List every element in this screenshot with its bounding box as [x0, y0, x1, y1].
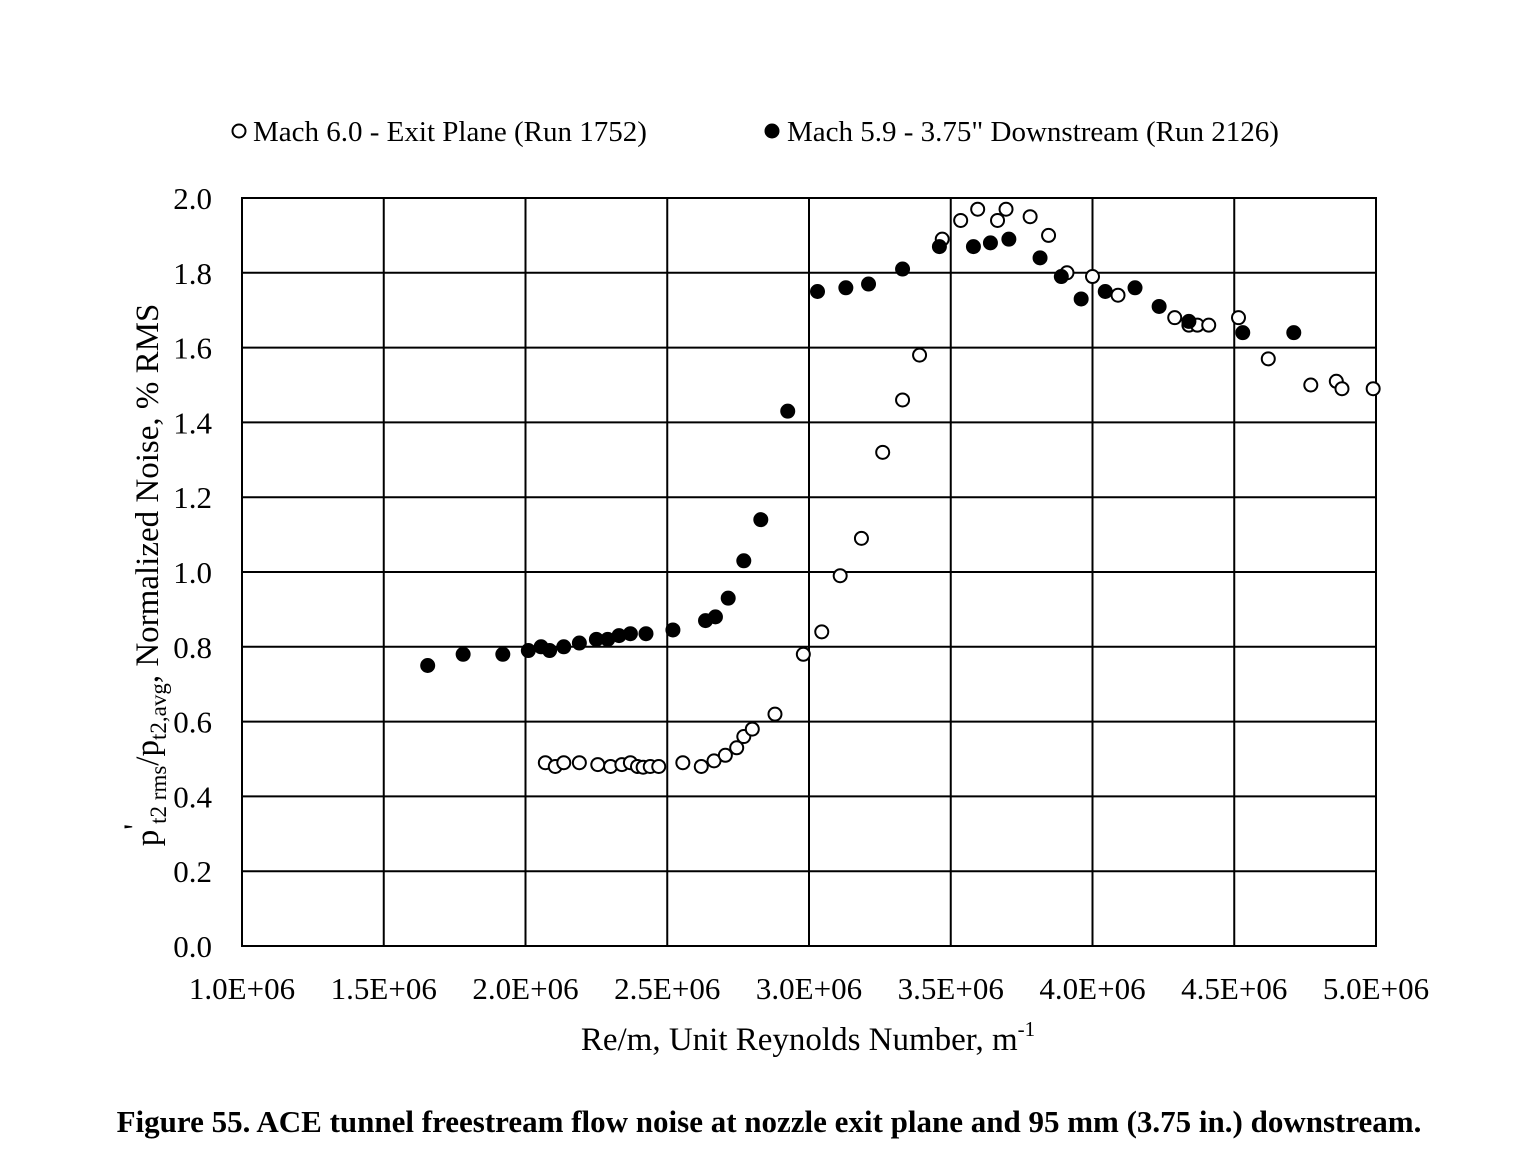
x-tick-label: 2.5E+06	[614, 971, 720, 1006]
x-tick-label: 3.0E+06	[756, 971, 862, 1006]
data-point-mach-6-0	[1201, 317, 1217, 333]
grid-lines	[241, 197, 1377, 947]
data-point-mach-6-0	[1085, 269, 1100, 285]
data-point-mach-6-0	[651, 758, 667, 774]
x-tick-label: 5.0E+06	[1323, 971, 1429, 1006]
data-point-mach-6-0	[875, 444, 891, 460]
data-points	[420, 201, 1381, 775]
data-point-mach-5-9	[861, 276, 877, 292]
data-point-mach-5-9	[895, 261, 911, 277]
data-point-mach-5-9	[1001, 231, 1017, 247]
y-tick-label: 1.4	[173, 405, 212, 440]
legend-marker-open	[231, 123, 247, 139]
data-point-mach-6-0	[970, 201, 986, 217]
data-point-mach-6-0	[1110, 287, 1126, 303]
data-point-mach-6-0	[912, 347, 928, 363]
data-point-mach-6-0	[953, 212, 969, 228]
x-tick-label: 4.0E+06	[1039, 971, 1145, 1006]
data-point-mach-5-9	[1235, 325, 1251, 341]
legend: Mach 6.0 - Exit Plane (Run 1752) Mach 5.…	[231, 116, 1279, 148]
y-tick-label: 0.6	[173, 705, 212, 740]
data-point-mach-5-9	[1286, 325, 1302, 341]
data-point-mach-6-0	[1260, 351, 1276, 367]
data-point-mach-6-0	[832, 568, 848, 584]
legend-label-series-2: Mach 5.9 - 3.75" Downstream (Run 2126)	[787, 116, 1279, 148]
data-point-mach-5-9	[720, 590, 736, 606]
data-point-mach-6-0	[814, 624, 830, 640]
data-point-mach-6-0	[1334, 381, 1350, 397]
data-point-mach-5-9	[1151, 298, 1167, 314]
data-point-mach-6-0	[744, 721, 760, 737]
data-point-mach-6-0	[1303, 377, 1319, 393]
data-point-mach-6-0	[1041, 227, 1057, 243]
scatter-chart: 1.0E+06 1.5E+06 2.0E+06 2.5E+06 3.0E+06 3.5E+…	[118, 116, 1429, 1058]
data-point-mach-5-9	[542, 643, 558, 659]
x-tick-label: 3.5E+06	[898, 971, 1004, 1006]
data-point-mach-5-9	[810, 284, 826, 299]
data-point-mach-5-9	[1181, 313, 1197, 329]
data-point-mach-6-0	[590, 757, 606, 773]
y-tick-label: 1.8	[173, 256, 212, 291]
data-point-mach-5-9	[520, 643, 536, 659]
data-point-mach-6-0	[1022, 209, 1038, 225]
plot-area-frame	[241, 197, 1377, 947]
data-point-mach-6-0	[717, 747, 733, 763]
data-point-mach-5-9	[556, 639, 572, 655]
data-point-mach-6-0	[998, 201, 1014, 217]
data-point-mach-6-0	[1167, 310, 1183, 326]
data-point-mach-5-9	[638, 626, 654, 642]
legend-label-series-1: Mach 6.0 - Exit Plane (Run 1752)	[253, 116, 647, 148]
data-point-mach-6-0	[767, 706, 783, 722]
data-point-mach-5-9	[982, 235, 998, 251]
y-axis-tick-labels: 0.0 0.2 0.4 0.6 0.8 1.0 1.2 1.4 1.6 1.8 2.0	[173, 181, 212, 964]
y-axis-title: p't2 rms/pt2,avg, Normalized Noise, % RM…	[118, 304, 171, 847]
figure-caption: Figure 55. ACE tunnel freestream flow no…	[116, 1104, 1422, 1139]
data-point-mach-5-9	[838, 280, 854, 296]
x-tick-label: 4.5E+06	[1181, 971, 1287, 1006]
y-tick-label: 0.4	[173, 779, 212, 814]
data-point-mach-5-9	[1053, 269, 1069, 285]
data-point-mach-6-0	[556, 755, 572, 771]
data-point-mach-6-0	[729, 740, 745, 756]
data-point-mach-5-9	[931, 239, 947, 255]
data-point-mach-6-0	[693, 758, 709, 774]
y-tick-label: 0.0	[173, 929, 212, 964]
data-point-mach-5-9	[455, 646, 471, 662]
y-tick-label: 1.6	[173, 331, 212, 366]
data-point-mach-6-0	[675, 755, 691, 771]
data-point-mach-5-9	[780, 403, 796, 419]
data-point-mach-6-0	[1365, 381, 1381, 397]
y-tick-label: 0.8	[173, 630, 212, 665]
data-point-mach-5-9	[571, 635, 587, 651]
data-point-mach-5-9	[965, 239, 981, 255]
y-tick-label: 2.0	[173, 181, 212, 216]
x-axis-tick-labels: 1.0E+06 1.5E+06 2.0E+06 2.5E+06 3.0E+06 3.5E+…	[189, 971, 1429, 1006]
data-point-mach-5-9	[420, 658, 436, 673]
data-point-mach-5-9	[753, 512, 769, 528]
data-point-mach-5-9	[1097, 284, 1113, 299]
y-tick-label: 0.2	[173, 854, 212, 889]
x-tick-label: 1.0E+06	[189, 971, 295, 1006]
data-point-mach-5-9	[736, 553, 752, 569]
data-point-mach-5-9	[1127, 280, 1143, 296]
data-point-mach-6-0	[571, 755, 587, 771]
data-point-mach-5-9	[707, 609, 723, 625]
data-point-mach-5-9	[665, 622, 681, 638]
data-point-mach-5-9	[495, 646, 511, 662]
x-tick-label: 1.5E+06	[331, 971, 437, 1006]
data-point-mach-5-9	[1032, 250, 1048, 266]
data-point-mach-5-9	[622, 626, 638, 642]
y-tick-label: 1.0	[173, 555, 212, 590]
data-point-mach-6-0	[853, 530, 869, 546]
y-tick-label: 1.2	[173, 480, 212, 515]
x-tick-label: 2.0E+06	[472, 971, 578, 1006]
data-point-mach-5-9	[1073, 291, 1089, 307]
x-axis-title: Re/m, Unit Reynolds Number, m-1	[581, 1017, 1035, 1058]
data-point-mach-6-0	[1231, 310, 1247, 326]
data-point-mach-6-0	[895, 392, 911, 408]
data-point-mach-6-0	[990, 212, 1006, 228]
legend-marker-filled	[764, 123, 780, 139]
data-point-mach-6-0	[795, 646, 811, 662]
